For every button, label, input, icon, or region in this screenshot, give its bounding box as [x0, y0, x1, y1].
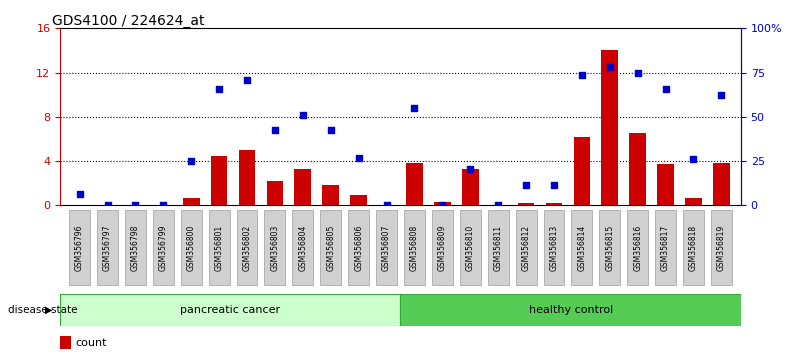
FancyBboxPatch shape	[460, 210, 481, 285]
Point	[687, 156, 700, 161]
Text: GDS4100 / 224624_at: GDS4100 / 224624_at	[52, 14, 204, 28]
FancyBboxPatch shape	[683, 210, 704, 285]
Text: GSM356801: GSM356801	[215, 225, 223, 271]
Bar	[267, 181, 284, 205]
FancyBboxPatch shape	[599, 210, 620, 285]
Text: GSM356819: GSM356819	[717, 225, 726, 271]
Text: GSM356808: GSM356808	[410, 225, 419, 271]
Point	[659, 86, 672, 92]
Point	[492, 202, 505, 208]
FancyBboxPatch shape	[655, 210, 676, 285]
Point	[436, 202, 449, 208]
Bar	[685, 198, 702, 205]
FancyBboxPatch shape	[348, 210, 369, 285]
Text: pancreatic cancer: pancreatic cancer	[180, 305, 280, 315]
FancyBboxPatch shape	[292, 210, 313, 285]
Point	[520, 183, 533, 188]
Bar	[545, 203, 562, 205]
FancyBboxPatch shape	[264, 210, 285, 285]
Text: GSM356812: GSM356812	[521, 225, 530, 271]
Text: GSM356809: GSM356809	[438, 224, 447, 271]
Point	[296, 112, 309, 118]
FancyBboxPatch shape	[153, 210, 174, 285]
Bar	[517, 203, 534, 205]
Bar	[322, 185, 339, 205]
Text: GSM356803: GSM356803	[271, 224, 280, 271]
Bar	[183, 198, 199, 205]
Text: GSM356799: GSM356799	[159, 224, 168, 271]
FancyBboxPatch shape	[432, 210, 453, 285]
Bar	[239, 150, 256, 205]
Point	[408, 105, 421, 111]
Point	[464, 166, 477, 172]
Bar	[434, 202, 451, 205]
Text: GSM356806: GSM356806	[354, 224, 363, 271]
Point	[715, 92, 728, 98]
FancyBboxPatch shape	[320, 210, 341, 285]
Text: GSM356815: GSM356815	[606, 225, 614, 271]
Bar	[350, 195, 367, 205]
Point	[240, 78, 253, 83]
Text: ▶: ▶	[45, 305, 52, 315]
Point	[213, 86, 226, 92]
Text: count: count	[75, 338, 107, 348]
FancyBboxPatch shape	[544, 210, 565, 285]
FancyBboxPatch shape	[376, 210, 397, 285]
Text: GSM356811: GSM356811	[493, 225, 503, 271]
FancyBboxPatch shape	[711, 210, 732, 285]
Bar	[60, 336, 71, 349]
Bar	[400, 294, 741, 326]
Bar	[574, 137, 590, 205]
Text: GSM356805: GSM356805	[326, 224, 336, 271]
Point	[101, 202, 114, 208]
FancyBboxPatch shape	[69, 210, 90, 285]
Bar	[462, 169, 479, 205]
Text: GSM356813: GSM356813	[549, 225, 558, 271]
FancyBboxPatch shape	[488, 210, 509, 285]
Text: GSM356810: GSM356810	[465, 225, 475, 271]
Text: GSM356800: GSM356800	[187, 224, 195, 271]
Point	[548, 183, 561, 188]
Bar	[657, 164, 674, 205]
Point	[157, 202, 170, 208]
Text: GSM356817: GSM356817	[661, 225, 670, 271]
Text: GSM356798: GSM356798	[131, 224, 140, 271]
FancyBboxPatch shape	[125, 210, 146, 285]
Bar	[211, 155, 227, 205]
Text: healthy control: healthy control	[529, 305, 613, 315]
Bar	[295, 169, 312, 205]
Text: GSM356797: GSM356797	[103, 224, 112, 271]
Bar	[60, 294, 400, 326]
FancyBboxPatch shape	[571, 210, 592, 285]
FancyBboxPatch shape	[97, 210, 118, 285]
Text: GSM356818: GSM356818	[689, 225, 698, 271]
Text: GSM356796: GSM356796	[75, 224, 84, 271]
Text: GSM356807: GSM356807	[382, 224, 391, 271]
FancyBboxPatch shape	[627, 210, 648, 285]
Point	[129, 202, 142, 208]
FancyBboxPatch shape	[516, 210, 537, 285]
Bar	[630, 133, 646, 205]
Bar	[713, 163, 730, 205]
Text: disease state: disease state	[8, 305, 78, 315]
Point	[324, 127, 337, 133]
Point	[268, 127, 281, 133]
Point	[631, 70, 644, 75]
FancyBboxPatch shape	[236, 210, 257, 285]
FancyBboxPatch shape	[181, 210, 202, 285]
Text: GSM356814: GSM356814	[578, 225, 586, 271]
Point	[380, 202, 393, 208]
Point	[603, 64, 616, 70]
Bar	[602, 51, 618, 205]
Point	[73, 192, 86, 197]
FancyBboxPatch shape	[209, 210, 230, 285]
Text: GSM356816: GSM356816	[633, 225, 642, 271]
FancyBboxPatch shape	[404, 210, 425, 285]
Bar	[406, 163, 423, 205]
Point	[575, 72, 588, 78]
Point	[185, 158, 198, 164]
Text: GSM356804: GSM356804	[298, 224, 308, 271]
Point	[352, 155, 365, 161]
Text: GSM356802: GSM356802	[243, 225, 252, 271]
